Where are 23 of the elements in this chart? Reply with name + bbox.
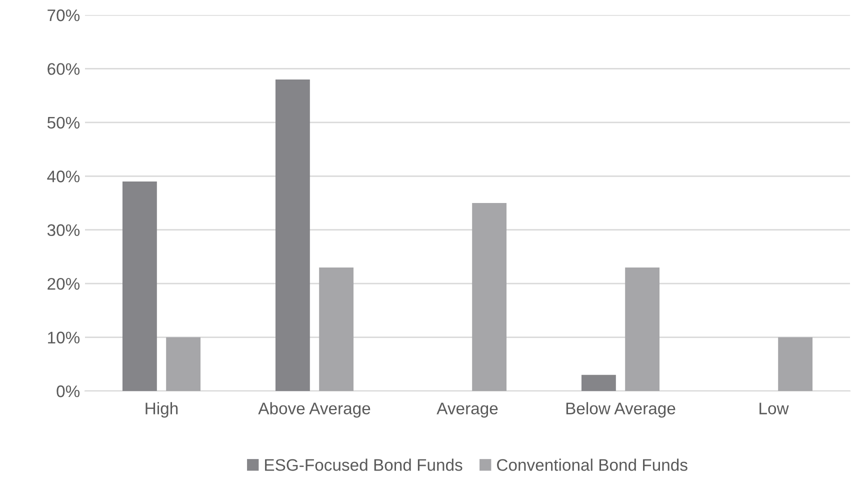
bar bbox=[472, 203, 507, 391]
y-tick-label: 40% bbox=[47, 170, 80, 182]
y-tick-label: 10% bbox=[48, 332, 80, 344]
x-tick-label: Low bbox=[760, 402, 789, 414]
x-tick-label: Average bbox=[436, 402, 498, 418]
legend-label: Conventional Bond Funds bbox=[497, 458, 688, 471]
y-tick-label: 70% bbox=[48, 9, 80, 22]
legend-label: ESG-Focused Bond Funds bbox=[265, 458, 462, 471]
bar bbox=[319, 267, 354, 391]
bar bbox=[778, 337, 813, 391]
x-tick-label: Above Average bbox=[258, 402, 370, 418]
bar bbox=[166, 337, 201, 391]
y-tick-label: 30% bbox=[47, 224, 80, 236]
x-tick-label: Below Average bbox=[566, 402, 676, 418]
bar bbox=[625, 267, 660, 391]
bar bbox=[275, 79, 310, 391]
y-tick-label: 60% bbox=[48, 63, 80, 75]
y-tick-label: 20% bbox=[48, 278, 80, 290]
y-tick-label: 50% bbox=[47, 116, 80, 129]
x-tick-label: High bbox=[146, 402, 178, 418]
bar bbox=[581, 374, 616, 391]
bar bbox=[122, 182, 157, 391]
y-tick-label: 0% bbox=[56, 385, 80, 398]
